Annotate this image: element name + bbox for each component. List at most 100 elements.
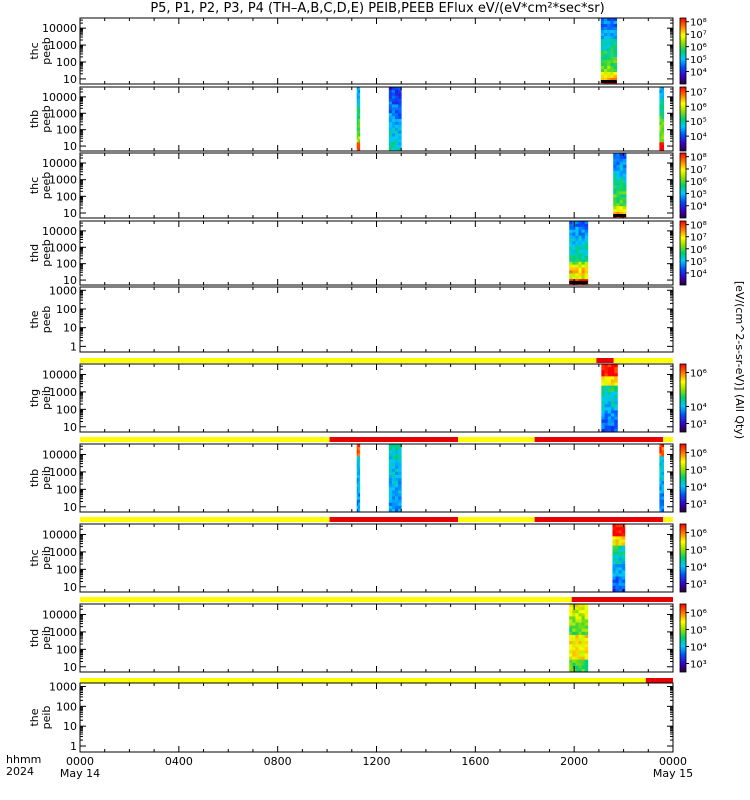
spectrogram-cell — [358, 459, 361, 463]
colorbar-tick-label: 10⁶ — [690, 102, 707, 113]
spectrogram-cell — [395, 89, 399, 94]
spectrogram-cell — [391, 496, 396, 501]
spectrogram-cell — [575, 226, 579, 231]
spectrogram-cell — [616, 158, 621, 163]
spectrogram-cell — [614, 367, 618, 371]
spectrogram-cell — [388, 508, 393, 513]
spectrogram-cell — [621, 558, 626, 562]
spectrogram-cell — [659, 119, 662, 123]
y-tick-label: 10 — [63, 207, 77, 220]
spectrogram-cell — [607, 78, 611, 82]
spectrogram-cell — [356, 471, 359, 476]
spectrogram-cell — [578, 232, 582, 236]
spectrogram-cell — [601, 419, 605, 424]
colorbar-tick-label: 10⁴ — [690, 202, 707, 213]
spectrogram-cell — [395, 136, 399, 140]
spectrogram-cell — [358, 101, 361, 105]
spectrogram-cell — [358, 130, 361, 134]
y-tick-label: 10 — [63, 274, 77, 287]
y-tick-label: 10 — [63, 140, 77, 153]
spectrogram-cell — [618, 551, 623, 556]
spectrogram-cell — [391, 124, 396, 129]
panel-ylabel-line1: thd — [28, 244, 41, 262]
spectrogram-cell — [388, 87, 393, 91]
spectrogram-cell — [581, 668, 586, 673]
spectrogram-cell — [584, 229, 589, 234]
spectrogram-cell — [578, 253, 582, 257]
spectrogram-cell — [575, 607, 579, 611]
spectrogram-cell — [388, 107, 393, 111]
spectrogram-cell — [356, 474, 359, 479]
spectrogram-cell — [388, 101, 393, 105]
spectrogram-cell — [575, 232, 579, 236]
spectrogram-cell — [391, 453, 396, 457]
spectrogram-cell — [600, 33, 605, 37]
spectrogram-cell — [616, 167, 621, 172]
spectrogram-cell — [618, 588, 623, 593]
spectrogram-cell — [604, 48, 608, 52]
spectrogram-cell — [612, 582, 616, 587]
spectrogram-cell — [569, 644, 573, 648]
spectrogram-cell — [391, 459, 396, 463]
spectrogram-cell — [610, 385, 615, 390]
spectrogram-cell — [601, 379, 605, 383]
spectrogram-cell — [610, 379, 615, 383]
spectrogram-cell — [572, 264, 576, 268]
spectrogram-cell — [601, 364, 605, 368]
spectrogram-cell — [358, 110, 361, 114]
spectrogram-cell — [358, 119, 361, 123]
spectrogram-cell — [659, 502, 662, 507]
panel-frame — [79, 363, 674, 433]
spectrogram-cell — [575, 644, 579, 648]
spectrogram-cell — [572, 656, 576, 661]
spectrogram-cell — [584, 232, 589, 236]
spectrogram-cell — [613, 155, 617, 160]
spectrogram-cell — [398, 502, 402, 507]
spectrogram-cell — [578, 647, 582, 651]
spectrogram-cell — [621, 573, 626, 577]
spectrogram-cell — [395, 474, 399, 479]
spectrogram-cell — [607, 21, 611, 25]
spectrogram-cell — [584, 668, 589, 673]
spectrogram-cell — [398, 462, 402, 467]
spectrogram-cell — [356, 119, 359, 123]
time-tick-label: 0000 — [659, 755, 687, 768]
panel-ylabel-line2: peib — [40, 546, 53, 570]
spectrogram-cell — [356, 113, 359, 117]
spectrogram-cell — [613, 153, 617, 157]
panel-ylabel-line1: thb — [28, 110, 41, 128]
spectrogram-cell — [613, 42, 618, 46]
spectrogram-cell — [601, 367, 605, 371]
spectrogram-cell — [604, 63, 608, 67]
spectrogram-cell — [578, 616, 582, 620]
spectrogram-cell — [569, 226, 573, 231]
spectrogram-cell — [584, 250, 589, 254]
spectrogram-cell — [584, 238, 589, 242]
panel-ylabel: thgpeib — [28, 386, 53, 410]
y-tick-label: 100 — [56, 56, 77, 69]
spectrogram-cell — [612, 585, 616, 590]
colorbar — [679, 17, 687, 85]
spectrogram-cell — [391, 130, 396, 134]
spectrogram-cell — [621, 576, 626, 581]
spectrogram-cell — [604, 398, 609, 402]
spectrogram-cell — [584, 665, 589, 670]
spectrogram-cell — [584, 634, 589, 639]
spectrogram-cell — [569, 631, 573, 636]
spectrogram-cell — [358, 468, 361, 473]
spectrogram-cell — [581, 628, 586, 633]
spectrogram-cell — [659, 95, 662, 100]
spectrogram-cell — [614, 379, 618, 383]
spectrogram-cell — [388, 505, 393, 510]
spectrogram-cell — [619, 173, 624, 178]
spectrogram-cell — [607, 364, 612, 368]
y-tick-label: 1000 — [49, 241, 77, 254]
spectrogram-cell — [613, 158, 617, 163]
panel-ylabel-line2: peeb — [40, 239, 53, 267]
spectrogram-cell — [604, 54, 608, 58]
spectrogram-cell — [601, 401, 605, 405]
panel-frame — [79, 17, 674, 85]
spectrogram-cell — [615, 558, 620, 562]
spectrogram-cell — [661, 496, 665, 501]
